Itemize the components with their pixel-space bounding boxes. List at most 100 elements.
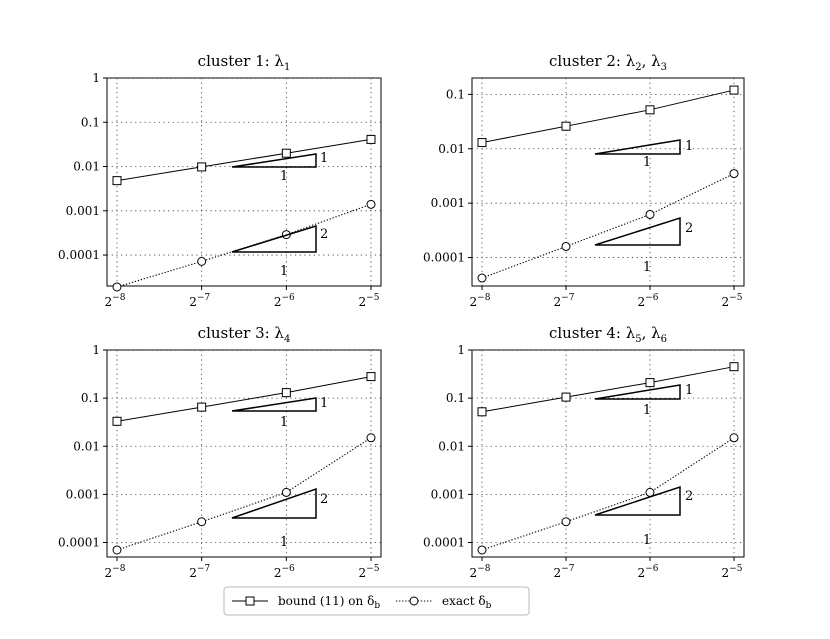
x-tick-label: 2−6: [274, 564, 295, 580]
data-point-square: [281, 148, 291, 158]
panel-2: 0.0001 0.001 0.01 0.1 2−8 2−7 2−6 2−5 cluster 2:…: [423, 52, 745, 309]
data-point-square: [645, 378, 655, 388]
data-point-circle: [197, 256, 207, 266]
slope-triangle: [594, 384, 681, 400]
x-tick-label: 2−7: [189, 293, 210, 309]
y-tick-label: 0.01: [438, 439, 465, 453]
x-tick-label: 2−8: [105, 564, 126, 580]
data-point-square: [197, 402, 207, 412]
slope-label: 2: [320, 492, 328, 507]
y-tick-label: 0.0001: [58, 536, 100, 550]
data-point-square: [112, 416, 122, 426]
axes-frame: [471, 349, 745, 558]
series-line-exact: [116, 437, 372, 551]
slope-triangle: [231, 397, 317, 412]
data-point-square: [477, 138, 487, 148]
slope-label: 1: [685, 383, 693, 398]
data-point-square: [281, 388, 291, 398]
slope-triangle: [231, 487, 317, 519]
x-tick-label: 2−5: [359, 564, 380, 580]
panel-title: cluster 2: λ2, λ3: [549, 52, 667, 73]
panel-1: 0.0001 0.001 0.01 0.1 1 2−8 2−7 2−6 2−5 cluster 1…: [58, 52, 382, 309]
x-tick-label: 2−5: [359, 293, 380, 309]
data-point-square: [112, 176, 122, 186]
x-tick-label: 2−8: [470, 564, 491, 580]
x-tick-label: 2−7: [189, 564, 210, 580]
series-line-bound: [481, 366, 735, 413]
run-label: 1: [280, 169, 288, 184]
y-tick-label: 0.01: [73, 160, 100, 174]
y-tick-label: 0.1: [446, 87, 465, 101]
legend-marker-circle: [409, 596, 419, 606]
data-point-circle: [366, 199, 376, 209]
slope-label: 2: [685, 489, 693, 504]
slope-triangle: [594, 139, 681, 155]
data-point-square: [366, 134, 376, 144]
data-point-circle: [197, 517, 207, 527]
slope-triangle: [594, 485, 681, 516]
y-tick-label: 1: [92, 343, 100, 357]
panel-title: cluster 3: λ4: [198, 324, 291, 345]
data-point-circle: [477, 545, 487, 555]
panels: 0.0001 0.001 0.01 0.1 1 2−8 2−7 2−6 2−5 cluster 1…: [58, 52, 745, 580]
data-point-square: [366, 372, 376, 382]
y-tick-label: 0.0001: [58, 248, 100, 262]
legend: bound (11) on δb exact δb: [223, 586, 530, 616]
legend-label: exact δb: [442, 594, 492, 611]
data-point-square: [645, 105, 655, 115]
x-tick-label: 2−7: [554, 564, 575, 580]
y-tick-label: 0.1: [81, 391, 100, 405]
series-line-bound: [116, 138, 372, 182]
x-tick-label: 2−5: [722, 293, 743, 309]
slope-label: 2: [685, 221, 693, 236]
slope-label: 1: [320, 396, 328, 411]
x-tick-label: 2−6: [638, 564, 659, 580]
data-point-square: [197, 162, 207, 172]
legend-label: bound (11) on δb: [278, 594, 380, 611]
run-label: 1: [643, 155, 651, 170]
data-point-circle: [561, 517, 571, 527]
run-label: 1: [643, 403, 651, 418]
run-label: 1: [280, 264, 288, 279]
legend-marker-square: [245, 596, 255, 606]
data-point-circle: [477, 273, 487, 283]
y-tick-label: 0.1: [446, 391, 465, 405]
run-label: 1: [643, 260, 651, 275]
y-tick-label: 0.001: [66, 204, 100, 218]
slope-triangle: [231, 153, 317, 168]
data-point-circle: [729, 169, 739, 179]
data-point-circle: [112, 282, 122, 292]
slope-triangle: [594, 216, 681, 246]
data-point-circle: [366, 433, 376, 443]
slope-triangle: [231, 224, 317, 253]
data-point-square: [729, 85, 739, 95]
panel-3: 0.0001 0.001 0.01 0.1 1 2−8 2−7 2−6 2−5 cluster 3…: [58, 324, 382, 580]
y-tick-label: 0.001: [431, 196, 465, 210]
data-point-circle: [729, 433, 739, 443]
axes-frame: [106, 349, 382, 558]
y-tick-label: 1: [457, 343, 465, 357]
data-point-circle: [645, 209, 655, 219]
y-tick-label: 0.01: [438, 142, 465, 156]
y-tick-label: 0.01: [73, 439, 100, 453]
data-point-circle: [281, 487, 291, 497]
y-tick-label: 0.0001: [423, 251, 465, 265]
data-point-square: [561, 121, 571, 131]
legend-frame: [223, 586, 530, 616]
x-tick-label: 2−6: [638, 293, 659, 309]
data-point-circle: [112, 545, 122, 555]
y-tick-label: 0.0001: [423, 536, 465, 550]
slope-label: 1: [685, 139, 693, 154]
panel-title: cluster 4: λ5, λ6: [549, 324, 667, 345]
x-tick-label: 2−7: [554, 293, 575, 309]
x-tick-label: 2−6: [274, 293, 295, 309]
data-point-square: [477, 407, 487, 417]
run-label: 1: [280, 535, 288, 550]
axes-frame: [471, 77, 745, 287]
x-tick-label: 2−5: [722, 564, 743, 580]
panel-title: cluster 1: λ1: [198, 52, 291, 73]
slope-label: 2: [320, 227, 328, 242]
y-tick-label: 0.001: [66, 487, 100, 501]
run-label: 1: [280, 415, 288, 430]
